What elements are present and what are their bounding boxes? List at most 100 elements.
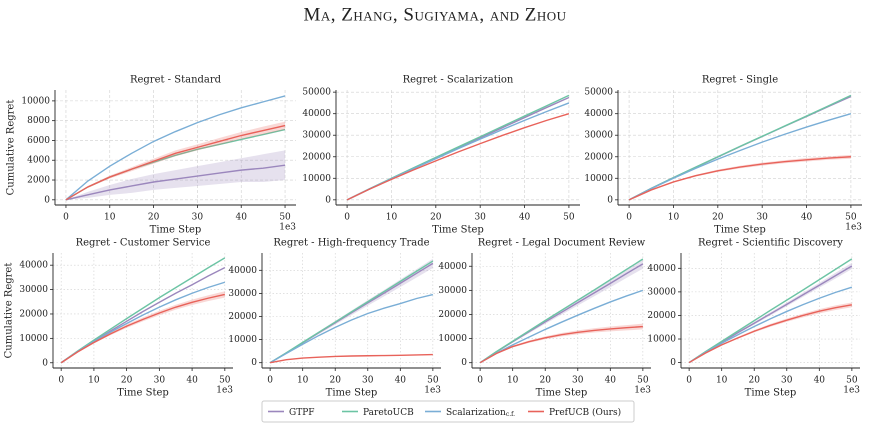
x-tick-label: 0 <box>477 376 483 386</box>
y-axis-label: Cumulative Regret <box>4 263 15 359</box>
series-line <box>628 95 852 201</box>
subplot-title: Regret - Standard <box>130 75 222 86</box>
y-tick-label: 20000 <box>19 309 48 319</box>
x-tick-label: 20 <box>148 213 160 223</box>
x-offset-label: 1e3 <box>845 223 862 233</box>
series-line <box>628 156 851 201</box>
x-tick-label: 40 <box>519 213 531 223</box>
series-line <box>60 257 226 364</box>
y-tick-label: 40000 <box>647 264 676 274</box>
y-tick-label: 10000 <box>647 335 676 345</box>
y-tick-label: 2000 <box>27 176 50 186</box>
x-tick-label: 50 <box>846 376 858 386</box>
error-band <box>480 323 643 363</box>
x-tick-label: 20 <box>430 213 442 223</box>
y-tick-label: 40000 <box>438 262 467 272</box>
x-tick-label: 10 <box>507 376 519 386</box>
y-tick-label: 0 <box>44 195 50 205</box>
x-axis-label: Time Step <box>150 225 202 236</box>
series-line <box>60 293 225 364</box>
y-tick-label: 30000 <box>647 287 676 297</box>
y-tick-label: 20000 <box>584 152 613 162</box>
x-tick-label: 50 <box>845 213 857 223</box>
x-offset-label: 1e3 <box>216 386 233 396</box>
x-tick-label: 10 <box>297 376 309 386</box>
x-tick-label: 20 <box>712 213 724 223</box>
x-tick-label: 40 <box>801 213 813 223</box>
x-tick-label: 20 <box>330 376 342 386</box>
y-tick-label: 0 <box>670 358 676 368</box>
error-band <box>689 302 852 363</box>
x-axis-label: Time Step <box>536 388 588 399</box>
y-tick-label: 0 <box>461 358 467 368</box>
series-line <box>688 258 853 364</box>
subplot: 0 2000 4000 6000 8000 10000 0 10 20 30 40 50 Regret … <box>6 75 297 236</box>
legend-name: PrefUCB (Ours) <box>549 407 621 418</box>
subplot: 0 10000 20000 30000 40000 50000 0 10 20 30 40 50 Reg… <box>584 75 862 236</box>
x-tick-label: 40 <box>236 213 248 223</box>
y-tick-label: 0 <box>251 358 257 368</box>
x-tick-label: 50 <box>563 213 575 223</box>
series-line <box>479 289 644 364</box>
legend-name: ParetoUCB <box>363 408 414 418</box>
y-tick-label: 10000 <box>438 334 467 344</box>
series-line <box>688 286 853 364</box>
y-tick-label: 20000 <box>302 152 331 162</box>
y-tick-label: 8000 <box>27 116 50 126</box>
error-band <box>65 121 286 200</box>
y-tick-label: 20000 <box>647 311 676 321</box>
subplot-title: Regret - Legal Document Review <box>478 238 646 249</box>
y-tick-label: 30000 <box>302 131 331 141</box>
subplot-title: Regret - Single <box>702 75 778 86</box>
error-band <box>61 291 225 363</box>
x-offset-label: 1e3 <box>279 223 296 233</box>
y-tick-label: 10000 <box>584 174 613 184</box>
x-tick-label: 50 <box>637 376 649 386</box>
x-tick-label: 0 <box>626 213 632 223</box>
x-tick-label: 30 <box>781 376 793 386</box>
legend-label: Scalarizationc.f. <box>446 408 515 418</box>
x-tick-label: 40 <box>605 376 617 386</box>
x-tick-label: 30 <box>192 213 204 223</box>
legend-label: ParetoUCB <box>363 408 414 418</box>
y-tick-label: 0 <box>325 195 331 205</box>
series-line <box>628 113 852 201</box>
x-tick-label: 50 <box>219 376 231 386</box>
series-line <box>65 164 286 201</box>
x-axis-label: Time Step <box>714 225 766 236</box>
subplot-title: Regret - Scalarization <box>403 75 514 86</box>
error-band <box>629 154 851 200</box>
x-tick-label: 10 <box>668 213 680 223</box>
legend-name: GTPF <box>289 408 315 418</box>
series-line <box>65 95 286 201</box>
series-line <box>688 304 852 364</box>
series-line <box>269 260 434 364</box>
x-offset-label: 1e3 <box>843 386 860 396</box>
x-tick-label: 50 <box>279 213 291 223</box>
y-tick-label: 4000 <box>27 156 50 166</box>
x-tick-label: 30 <box>756 213 768 223</box>
x-tick-label: 20 <box>540 376 552 386</box>
x-tick-label: 10 <box>386 213 398 223</box>
x-tick-label: 0 <box>344 213 350 223</box>
subplot: 0 10000 20000 30000 40000 50000 0 10 20 30 40 50 Reg… <box>302 75 580 236</box>
legend-subscript: c.f. <box>506 411 515 418</box>
subplot: 0 10000 20000 30000 40000 0 10 20 30 40 50 Regret -… <box>647 238 860 399</box>
x-tick-label: 40 <box>814 376 826 386</box>
series-line <box>479 325 643 364</box>
subplot-title: Regret - Scientific Discovery <box>698 238 843 249</box>
x-tick-label: 50 <box>427 376 439 386</box>
x-tick-label: 10 <box>88 376 100 386</box>
y-tick-label: 10000 <box>228 335 257 345</box>
y-tick-label: 40000 <box>584 109 613 119</box>
x-tick-label: 40 <box>186 376 198 386</box>
x-tick-label: 0 <box>267 376 273 386</box>
x-tick-label: 20 <box>121 376 133 386</box>
subplot: 0 10000 20000 30000 40000 0 10 20 30 40 50 Regret -… <box>228 238 441 399</box>
y-tick-label: 40000 <box>19 261 48 271</box>
x-axis-label: Time Step <box>745 388 797 399</box>
x-axis-label: Time Step <box>117 388 169 399</box>
y-tick-label: 10000 <box>302 174 331 184</box>
x-tick-label: 30 <box>474 213 486 223</box>
